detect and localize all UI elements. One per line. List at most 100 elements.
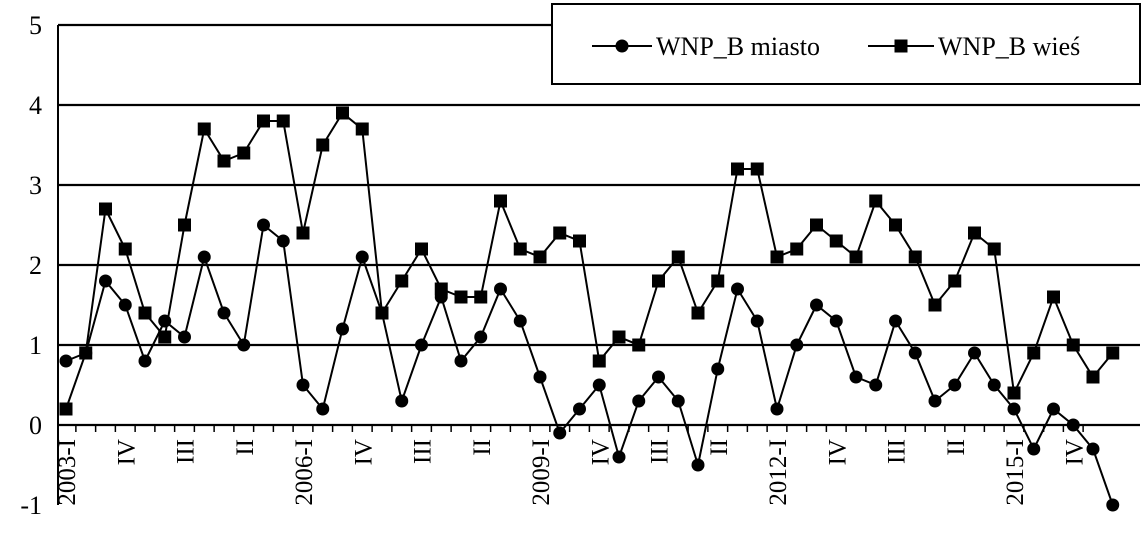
data-point [889, 218, 902, 232]
data-point [1106, 346, 1120, 360]
data-point [1086, 442, 1100, 456]
legend-item: WNP_B miasto [592, 32, 820, 61]
data-point [276, 234, 290, 248]
data-point [592, 378, 606, 392]
data-point [1027, 442, 1041, 456]
data-point [573, 402, 586, 416]
data-point [553, 426, 567, 440]
data-point [671, 394, 685, 408]
data-point [158, 330, 172, 344]
data-point [395, 274, 409, 288]
data-point [829, 234, 843, 248]
data-point [533, 370, 547, 384]
data-point [494, 194, 507, 208]
legend-item: WNP_B wieś [868, 32, 1080, 61]
data-point [987, 378, 1001, 392]
data-point [316, 402, 330, 416]
data-point [652, 274, 665, 288]
data-point [415, 338, 428, 352]
data-point [217, 306, 231, 320]
x-tick-label: 2009-I [528, 439, 555, 506]
x-tick-label: IV [113, 439, 140, 465]
y-tick-label: 3 [29, 171, 42, 200]
data-point [1007, 386, 1021, 400]
data-point [178, 330, 191, 344]
data-point [632, 338, 646, 352]
data-point [454, 290, 468, 304]
data-point [790, 242, 804, 256]
series [59, 106, 1120, 512]
data-point [79, 346, 93, 360]
data-point [118, 242, 132, 256]
data-point [316, 138, 330, 152]
data-point [1027, 346, 1041, 360]
data-point [553, 226, 567, 240]
data-point [1047, 290, 1060, 304]
data-point [691, 458, 705, 472]
data-point [237, 146, 251, 160]
data-point [849, 370, 863, 384]
legend-label: WNP_B miasto [656, 32, 820, 61]
x-tick-label: IV [350, 439, 377, 465]
data-point [1007, 402, 1021, 416]
data-point [908, 346, 922, 360]
data-point [790, 338, 804, 352]
legend-marker [615, 39, 629, 53]
data-point [494, 282, 507, 296]
data-point [948, 274, 962, 288]
data-point [928, 298, 942, 312]
y-tick-label: -1 [20, 491, 42, 520]
x-tick-label: II [232, 439, 259, 456]
y-tick-label: 4 [29, 91, 42, 120]
data-point [1047, 402, 1060, 416]
data-point [889, 314, 902, 328]
data-point [1066, 338, 1080, 352]
data-point [987, 242, 1001, 256]
data-point [513, 314, 527, 328]
data-point [908, 250, 922, 264]
x-tick-label: II [706, 439, 733, 456]
data-point [99, 202, 112, 216]
data-point [1086, 370, 1100, 384]
y-tick-label: 1 [29, 331, 42, 360]
data-point [237, 338, 251, 352]
data-point [869, 194, 883, 208]
data-point [375, 306, 389, 320]
data-point [770, 402, 784, 416]
data-point [810, 298, 823, 312]
x-tick-label: 2015-I [1002, 439, 1029, 506]
x-tick-label: III [410, 439, 437, 464]
x-tick-label: III [173, 439, 200, 464]
x-tick-label: 2006-I [291, 439, 318, 506]
data-point [138, 306, 152, 320]
data-point [1066, 418, 1080, 432]
data-point [217, 154, 231, 168]
data-point [928, 394, 942, 408]
data-point [533, 250, 547, 264]
data-point [355, 122, 369, 136]
data-point [197, 122, 211, 136]
data-point [197, 250, 211, 264]
data-point [355, 250, 369, 264]
data-point [99, 274, 112, 288]
legend-marker [894, 39, 908, 53]
y-tick-label: 5 [29, 11, 42, 40]
data-point [276, 114, 290, 128]
data-point [138, 354, 152, 368]
data-point [336, 322, 349, 336]
legend-label: WNP_B wieś [938, 32, 1080, 61]
x-tick-label: IV [1061, 439, 1088, 465]
data-point [750, 314, 764, 328]
data-point [711, 362, 725, 376]
data-point [257, 218, 270, 232]
legend-box [551, 3, 1141, 85]
x-tick-label: IV [587, 439, 614, 465]
data-point [59, 354, 73, 368]
x-tick-label: II [943, 439, 970, 456]
data-point [731, 162, 744, 176]
data-point [612, 450, 626, 464]
data-point [474, 290, 488, 304]
x-tick-label: IV [824, 439, 851, 465]
x-tick-label: II [469, 439, 496, 456]
data-point [849, 250, 863, 264]
